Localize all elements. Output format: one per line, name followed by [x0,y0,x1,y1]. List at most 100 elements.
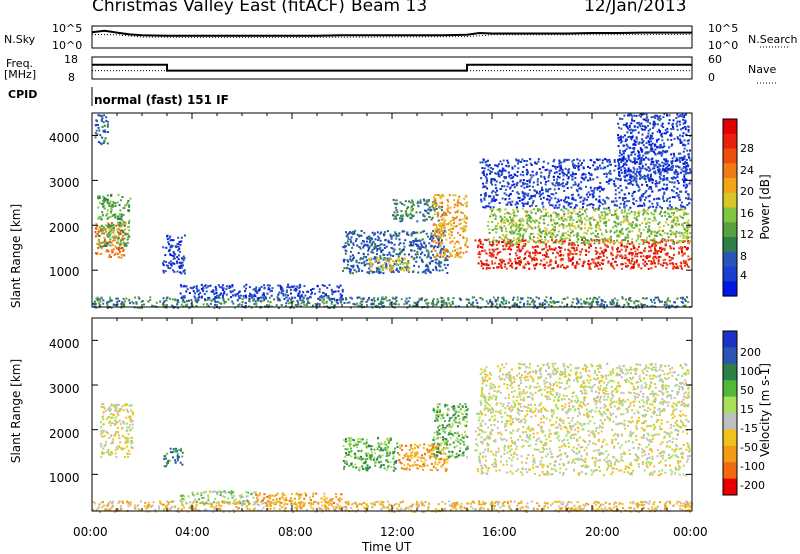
power-cell [611,214,613,217]
power-cell [546,249,549,252]
power-cell [496,189,499,192]
power-cell [619,177,622,180]
power-cell [602,198,605,201]
power-cell [103,207,106,210]
power-cell [117,193,120,196]
power-cell [442,255,444,258]
power-cell [435,208,438,210]
power-cell [544,303,546,306]
power-cell [496,165,499,168]
power-cell [96,252,98,255]
power-cell [549,233,552,236]
power-cell [586,215,589,218]
power-cell [635,114,638,117]
power-cell [664,150,667,153]
power-cell [499,225,502,228]
power-cell [97,126,100,129]
power-cell [502,180,505,183]
power-cell [488,232,491,234]
power-cell [592,300,595,303]
power-cell [435,224,438,226]
power-cell [353,232,356,235]
power-cell [516,246,518,248]
power-cell [501,172,504,175]
power-cell [483,173,485,176]
power-cell [212,291,215,293]
power-cell [97,246,100,249]
power-cell [571,230,574,233]
power-cell [118,248,120,251]
power-cell [651,142,654,145]
power-cell [632,306,635,309]
power-cell [414,231,417,234]
power-cell [491,248,494,251]
power-cell [653,198,656,201]
power-cell [552,252,554,255]
power-cell [620,127,623,130]
power-cell [127,200,130,202]
power-cell [560,161,563,164]
power-cell [640,156,643,159]
power-cell [676,265,679,268]
power-cell [435,241,438,244]
power-cell [571,229,574,232]
power-cell [634,213,636,216]
power-cell [603,251,605,254]
power-cell [572,242,575,244]
power-cell [648,235,651,238]
power-cell [572,173,574,176]
power-cell [262,292,265,295]
power-cell [574,199,577,202]
power-cell [662,225,665,227]
power-cell [515,201,518,204]
power-cell [672,176,675,179]
power-cell [487,267,490,270]
power-cell [522,195,525,198]
power-cell [512,225,515,228]
power-cell [632,143,635,146]
power-cell [591,206,594,209]
power-cell [179,292,182,295]
power-cell [280,288,282,291]
power-cell [562,214,565,217]
power-cell [562,182,564,185]
power-cell [442,217,445,220]
power-cell [514,267,517,270]
power-cell [215,292,218,294]
power-cell [502,159,505,162]
power-cell [162,271,165,274]
power-cell [669,245,672,248]
power-cell [597,187,600,190]
power-cell [608,178,611,181]
power-cell [647,140,650,143]
power-cell [180,262,183,265]
power-cell [491,244,493,247]
power-cell [677,267,680,270]
power-cell [640,122,643,125]
power-cell [544,227,547,230]
power-cell [554,212,557,215]
power-cell [627,114,629,117]
power-cell [462,251,465,254]
power-cell [517,210,519,213]
power-cell [585,232,588,235]
power-cell [628,242,631,245]
power-cell [109,200,112,203]
power-cell [440,248,443,251]
power-cell [100,143,103,146]
power-cell [661,161,664,164]
power-cell [432,237,435,240]
power-cell [406,265,409,268]
power-cell [626,174,628,177]
power-cell [120,215,123,218]
power-cell [634,176,637,179]
power-cell [674,233,677,236]
power-cell [662,262,665,265]
power-cell [560,165,563,168]
power-cell [649,169,652,172]
power-cell [114,204,117,207]
power-cell [97,298,100,300]
power-cell [383,305,386,308]
power-cell [481,250,484,252]
power-cell [556,166,559,169]
